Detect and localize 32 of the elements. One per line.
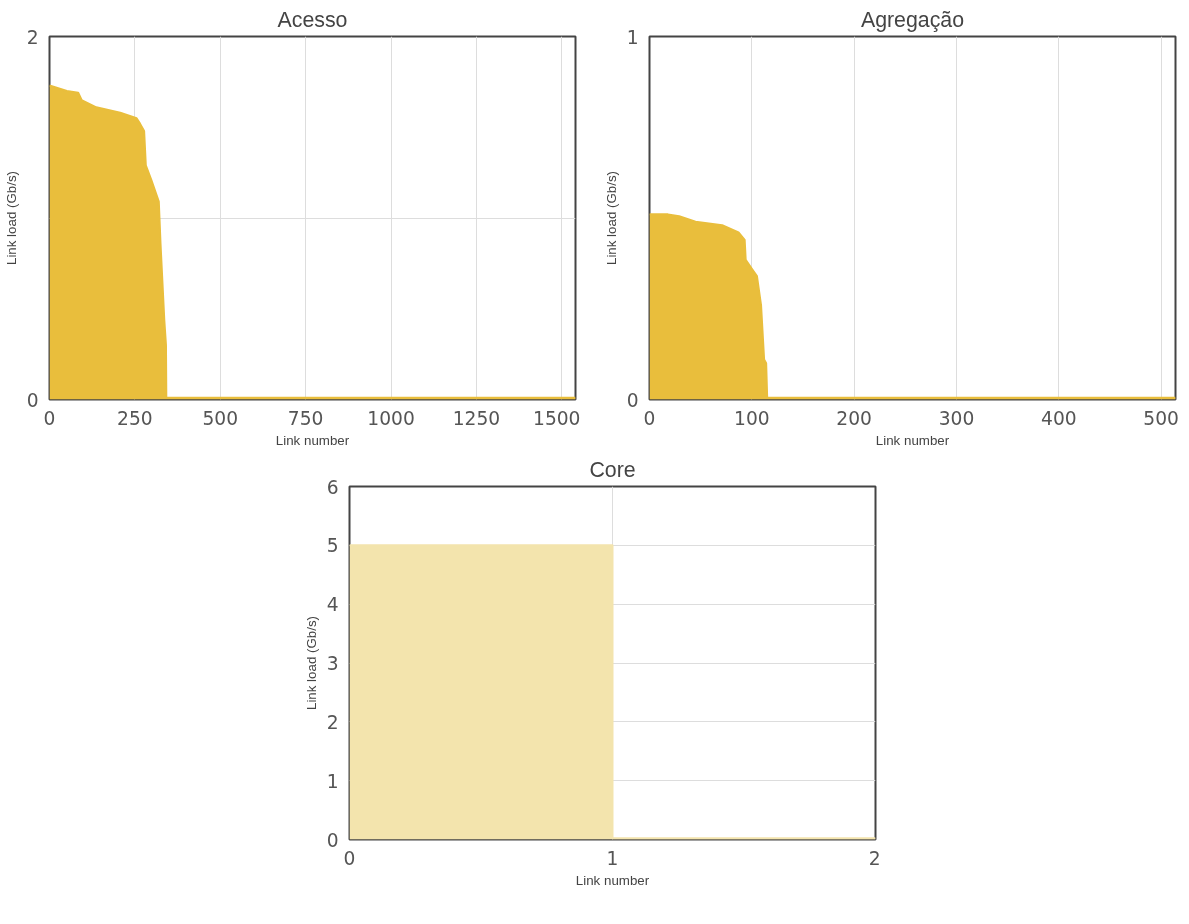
x-tick-label: 250 — [117, 407, 153, 429]
y-axis-title: Link load (Gb/s) — [603, 170, 619, 266]
x-tick-label: 1 — [606, 847, 619, 869]
x-tick-label: 2 — [868, 847, 881, 869]
y-axis-title: Link load (Gb/s) — [303, 615, 319, 711]
x-tick-label: 200 — [836, 407, 872, 429]
y-tick-label: 6 — [326, 476, 339, 498]
chart-title: Acesso — [277, 7, 348, 32]
x-tick-label: 500 — [202, 407, 239, 429]
x-tick-label: 500 — [1143, 407, 1179, 429]
y-tick-label: 5 — [326, 535, 339, 557]
x-axis-title: Link number — [575, 872, 650, 888]
x-tick-label: 0 — [343, 847, 356, 869]
x-tick-label: 0 — [43, 407, 56, 429]
x-tick-label: 100 — [734, 407, 770, 429]
y-tick-label: 0 — [326, 829, 339, 851]
y-tick-label: 1 — [326, 770, 339, 792]
x-tick-label: 400 — [1041, 407, 1077, 429]
x-tick-label: 1250 — [452, 407, 501, 429]
y-tick-label: 2 — [326, 711, 339, 733]
x-tick-label: 1500 — [533, 407, 581, 429]
x-axis-title: Link number — [275, 432, 350, 448]
y-axis-title: Link load (Gb/s) — [3, 170, 19, 266]
x-tick-label: 750 — [287, 407, 324, 429]
x-axis-title: Link number — [875, 432, 950, 448]
x-tick-label: 0 — [643, 407, 656, 429]
x-tick-label: 1000 — [367, 407, 415, 429]
y-tick-label: 4 — [326, 594, 339, 616]
chart-title: Core — [589, 457, 636, 482]
y-tick-label: 3 — [326, 653, 339, 674]
chart-title: Agregação — [860, 7, 965, 32]
x-tick-label: 300 — [938, 407, 975, 429]
